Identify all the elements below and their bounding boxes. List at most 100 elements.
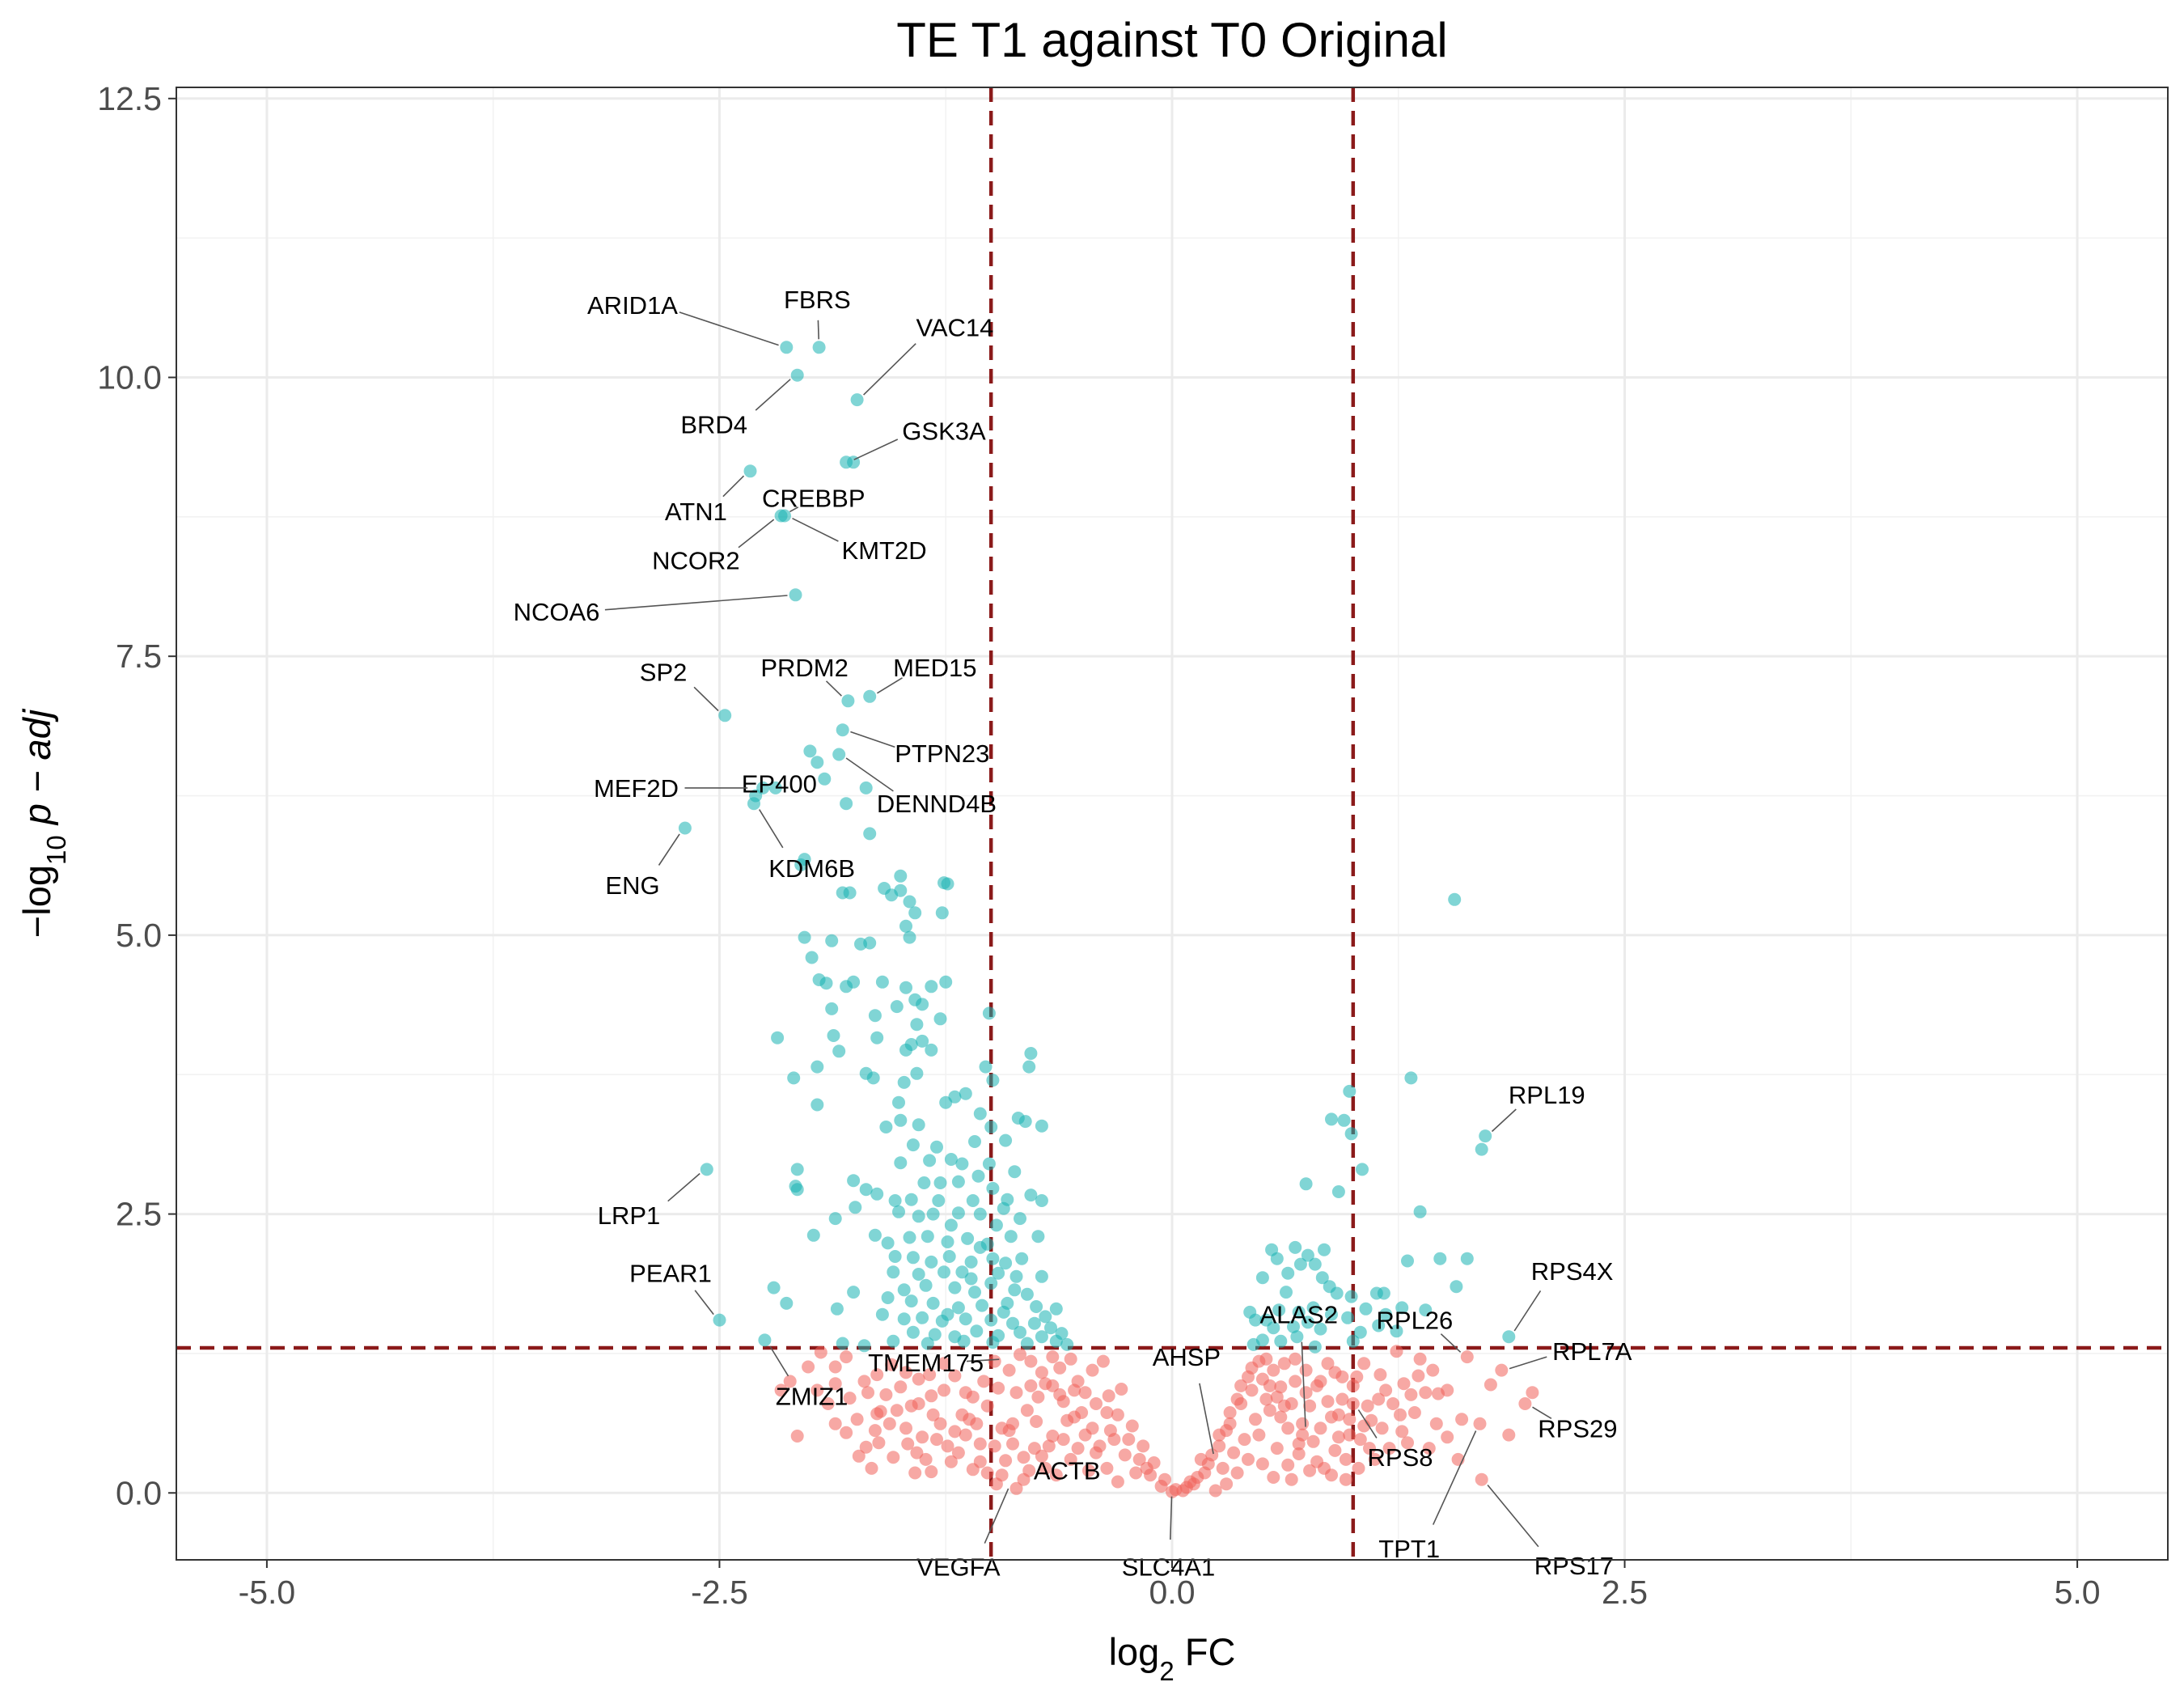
data-point-not-significant <box>933 1417 947 1430</box>
data-point-not-significant <box>1198 1466 1212 1480</box>
data-point-not-significant <box>1285 1472 1298 1486</box>
data-point-significant <box>1027 1316 1041 1330</box>
data-point-not-significant <box>1375 1421 1389 1435</box>
x-tick-label: 5.0 <box>2055 1574 2101 1611</box>
data-point-significant <box>925 1043 938 1057</box>
data-point-significant <box>970 1324 984 1338</box>
data-point-not-significant <box>850 1413 864 1426</box>
data-point-significant <box>951 1206 965 1220</box>
data-point-significant <box>999 1133 1013 1147</box>
data-point-significant <box>778 509 791 523</box>
gene-label-ncor2: NCOR2 <box>652 547 740 575</box>
data-point-significant <box>1015 1252 1029 1265</box>
data-point-not-significant <box>1208 1484 1222 1498</box>
data-point-significant <box>805 951 819 964</box>
data-point-significant <box>1318 1243 1331 1256</box>
data-point-not-significant <box>1064 1452 1077 1466</box>
data-point-significant <box>989 1218 1003 1232</box>
annotation-leader-line <box>679 311 779 346</box>
data-point-significant <box>863 689 877 703</box>
data-point-significant <box>713 1313 726 1327</box>
data-point-significant <box>1301 1248 1314 1262</box>
data-point-significant <box>986 1181 1000 1195</box>
data-point-significant <box>1460 1252 1474 1265</box>
data-point-not-significant <box>908 1466 922 1480</box>
data-point-not-significant <box>1020 1404 1034 1417</box>
data-point-not-significant <box>1382 1442 1396 1455</box>
data-point-not-significant <box>1296 1417 1310 1430</box>
chart-title: TE T1 against T0 Original <box>896 13 1447 67</box>
data-point-significant <box>894 1156 908 1170</box>
data-point-significant <box>951 1301 965 1315</box>
data-point-not-significant <box>1335 1392 1349 1406</box>
data-point-significant <box>1044 1321 1057 1335</box>
data-point-significant <box>904 1294 918 1308</box>
data-point-significant <box>919 1278 933 1292</box>
data-point-not-significant <box>1401 1436 1414 1450</box>
data-point-not-significant <box>1064 1352 1077 1366</box>
data-point-significant <box>1035 1330 1048 1344</box>
gene-label-ahsp: AHSP <box>1153 1343 1221 1371</box>
data-point-not-significant <box>1230 1392 1244 1406</box>
data-point-significant <box>939 975 953 989</box>
annotation-leader-line <box>604 595 788 611</box>
data-point-not-significant <box>1220 1477 1234 1491</box>
data-point-not-significant <box>1009 1481 1023 1495</box>
gene-label-rps8: RPS8 <box>1368 1443 1433 1472</box>
gene-label-eng: ENG <box>605 871 659 900</box>
data-point-significant <box>1331 1185 1345 1198</box>
gene-label-rpl7a: RPL7A <box>1552 1337 1632 1366</box>
data-point-significant <box>941 1307 954 1321</box>
data-point-not-significant <box>1053 1361 1067 1375</box>
data-point-significant <box>700 1163 713 1176</box>
data-point-not-significant <box>899 1421 912 1435</box>
data-point-significant <box>938 876 950 890</box>
data-point-significant <box>870 1031 884 1044</box>
annotation-leader-line <box>694 1290 714 1316</box>
data-point-not-significant <box>1339 1452 1352 1466</box>
data-point-not-significant <box>1118 1448 1132 1462</box>
data-point-not-significant <box>1183 1475 1197 1489</box>
data-point-significant <box>1014 1325 1026 1339</box>
data-point-significant <box>818 772 832 786</box>
data-point-not-significant <box>870 1368 884 1382</box>
data-point-not-significant <box>1238 1433 1251 1447</box>
data-point-significant <box>1292 1305 1306 1319</box>
data-point-significant <box>836 1337 849 1350</box>
data-point-significant <box>1306 1301 1320 1315</box>
data-point-significant <box>1293 1257 1307 1271</box>
gene-label-actb: ACTB <box>1034 1457 1101 1485</box>
gene-label-vac14: VAC14 <box>916 313 993 341</box>
data-point-significant <box>976 1299 988 1312</box>
data-point-significant <box>933 1012 947 1026</box>
data-point-significant <box>899 919 912 933</box>
gene-label-rpl19: RPL19 <box>1509 1081 1585 1109</box>
data-point-not-significant <box>1281 1458 1295 1472</box>
data-point-not-significant <box>1263 1404 1276 1417</box>
data-point-not-significant <box>828 1360 842 1374</box>
annotation-leader-line <box>789 506 799 513</box>
data-point-significant <box>836 723 849 737</box>
data-point-significant <box>894 869 908 883</box>
data-point-significant <box>1401 1254 1414 1268</box>
data-point-significant <box>921 1230 934 1244</box>
annotation-leader-line <box>722 475 745 498</box>
data-point-not-significant <box>980 1399 994 1413</box>
data-point-not-significant <box>1394 1408 1407 1421</box>
data-point-significant <box>840 797 853 811</box>
data-point-not-significant <box>1475 1472 1488 1486</box>
gene-label-vegfa: VEGFA <box>916 1553 1001 1581</box>
data-point-not-significant <box>1314 1375 1327 1388</box>
data-point-significant <box>916 1034 929 1048</box>
data-point-not-significant <box>1009 1386 1023 1400</box>
data-point-significant <box>921 1337 934 1350</box>
data-point-significant <box>1308 1257 1322 1271</box>
data-point-significant <box>1243 1305 1257 1319</box>
data-point-not-significant <box>1053 1388 1067 1401</box>
gene-label-ncoa6: NCOA6 <box>514 598 600 626</box>
data-point-not-significant <box>1404 1388 1418 1401</box>
gene-label-rps4x: RPS4X <box>1531 1257 1614 1286</box>
data-point-significant <box>828 1212 842 1226</box>
data-point-not-significant <box>992 1381 1005 1395</box>
